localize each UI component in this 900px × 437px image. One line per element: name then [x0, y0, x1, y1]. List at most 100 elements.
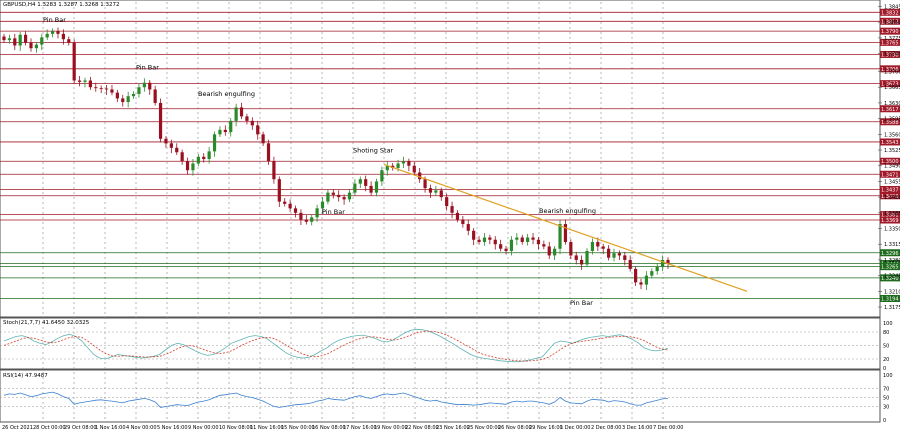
candle-body	[299, 212, 303, 220]
candle-body	[439, 190, 443, 198]
support-level-price-label: 1.3296	[881, 251, 899, 257]
candle-body	[45, 33, 49, 38]
candle-body	[18, 34, 22, 46]
candle-body	[536, 239, 541, 245]
candle-body	[499, 244, 503, 249]
resistance-level-price-label: 1.3765	[881, 40, 899, 46]
candle-body	[590, 241, 595, 251]
candle-body	[628, 259, 632, 269]
candle-body	[310, 217, 314, 222]
indicator-tick-label: 20	[883, 357, 889, 363]
price-tick-label: 1.3385	[884, 211, 900, 217]
candle-body	[196, 156, 200, 164]
candle-body	[223, 129, 227, 133]
indicator-tick-label: 50	[883, 344, 889, 350]
candle-body	[169, 143, 173, 148]
support-level-price-tag	[880, 263, 900, 271]
candle-body	[239, 107, 244, 117]
time-axis-label: 5 Nov 16:00	[157, 425, 188, 431]
candle-body	[558, 224, 562, 249]
resistance-level-price-label: 1.3369	[881, 218, 899, 224]
candle-body	[185, 161, 190, 171]
price-tick-label: 1.3315	[884, 242, 900, 248]
price-tick-label: 1.3810	[884, 20, 900, 26]
candle-body	[342, 197, 346, 200]
pattern-annotation: Pin Bar	[322, 208, 345, 216]
resistance-level-price-tag	[880, 211, 900, 219]
resistance-level-price-tag	[880, 105, 900, 113]
candle-body	[531, 237, 535, 240]
price-tick-label: 1.3665	[884, 85, 900, 91]
indicator-tick-label: 50	[883, 396, 889, 402]
candle-body	[99, 88, 103, 89]
support-level-price-label: 1.3194	[881, 297, 899, 303]
pattern-annotation: Pin Bar	[43, 16, 66, 24]
time-axis-label: 19 Nov 00:00	[374, 425, 408, 431]
candle-body	[304, 219, 308, 222]
candle-body	[661, 259, 665, 267]
candle-body	[175, 147, 179, 153]
candle-body	[504, 248, 508, 251]
stochastic-label: Stoch(21,7,7) 41.6450 32.0325	[3, 320, 90, 326]
candle-body	[612, 253, 616, 258]
indicator-tick-label: 70	[883, 387, 889, 393]
candle-body	[596, 241, 600, 247]
candle-body	[277, 179, 281, 202]
candle-body	[137, 87, 141, 94]
resistance-level-price-tag	[880, 65, 900, 73]
candle-body	[650, 271, 654, 276]
candle-body	[434, 190, 438, 193]
indicator-tick-label: 100	[883, 321, 893, 327]
resistance-level-price-label: 1.3706	[881, 67, 899, 73]
candle-body	[428, 188, 433, 193]
candle-body	[2, 36, 6, 41]
candle-body	[67, 39, 71, 43]
resistance-level-price-label: 1.3790	[881, 29, 899, 35]
stochastic-panel	[0, 317, 881, 370]
candle-body	[520, 237, 524, 242]
candle-body	[56, 31, 60, 34]
resistance-level-price-tag	[880, 186, 900, 194]
candle-body	[212, 134, 217, 152]
candle-body	[445, 197, 449, 207]
candle-body	[245, 116, 249, 121]
candle-body	[40, 37, 44, 45]
candle-body	[234, 107, 238, 121]
candle-body	[585, 250, 589, 265]
candle-body	[623, 255, 627, 260]
price-tick-label: 1.3490	[884, 164, 900, 170]
candle-body	[256, 125, 260, 135]
resistance-level-price-label: 1.3738	[881, 52, 899, 58]
candle-body	[509, 239, 514, 251]
symbol-line: GBPUSD,H4 1.3283 1.3287 1.3268 1.3272	[3, 2, 119, 8]
time-axis-label: 17 Nov 16:00	[343, 425, 377, 431]
candle-body	[115, 92, 119, 99]
candle-body	[180, 152, 184, 162]
candle-body	[110, 89, 114, 93]
candle-body	[229, 120, 233, 133]
support-level-price-tag	[880, 249, 900, 257]
resistance-level-price-tag	[880, 27, 900, 35]
price-tick-label: 1.3245	[884, 274, 900, 280]
resistance-level-price-tag	[880, 170, 900, 178]
candle-body	[617, 253, 622, 256]
rsi-panel	[0, 369, 881, 423]
candle-body	[364, 179, 368, 186]
candle-body	[347, 192, 352, 200]
candle-body	[164, 138, 168, 144]
candle-body	[293, 208, 298, 213]
candle-body	[153, 89, 157, 103]
candle-body	[542, 244, 546, 247]
candle-body	[547, 246, 551, 256]
candle-body	[477, 239, 481, 242]
candle-body	[77, 80, 82, 82]
resistance-level-price-label: 1.3437	[881, 188, 899, 194]
candle-body	[353, 183, 357, 193]
candle-body	[23, 34, 28, 43]
candle-body	[142, 82, 146, 88]
resistance-level-price-tag	[880, 38, 900, 46]
candle-body	[158, 102, 163, 139]
candle-body	[121, 98, 125, 103]
resistance-level-price-label: 1.3500	[881, 159, 899, 165]
candle-body	[553, 248, 557, 256]
